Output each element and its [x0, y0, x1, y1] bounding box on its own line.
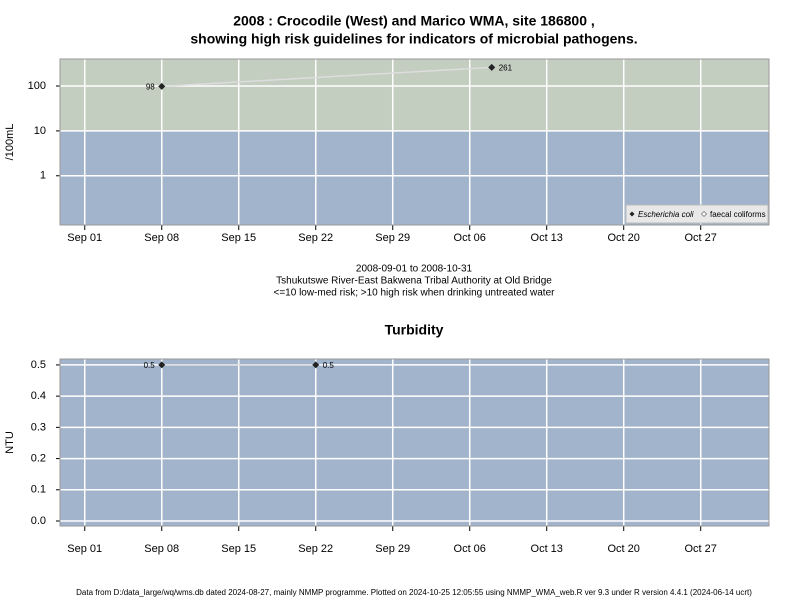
data-label: 98	[146, 83, 155, 92]
high-risk-band	[60, 59, 769, 131]
x-tick-label: Oct 20	[608, 543, 640, 555]
x-tick-label: Sep 15	[221, 232, 256, 244]
subtitle: <=10 low-med risk; >10 high risk when dr…	[274, 288, 556, 299]
x-tick-label: Oct 13	[531, 543, 563, 555]
chart-title: Turbidity	[385, 322, 444, 338]
legend-label: Escherichia coli	[638, 210, 694, 219]
x-tick-label: Oct 27	[685, 543, 717, 555]
x-tick-label: Sep 15	[221, 543, 256, 555]
x-tick-label: Sep 08	[144, 232, 179, 244]
legend-box	[625, 204, 769, 224]
data-label: 0.5	[323, 361, 335, 370]
y-tick-label: 0.3	[31, 421, 46, 433]
subtitle: 2008-09-01 to 2008-10-31	[356, 264, 473, 275]
data-point	[488, 63, 496, 71]
x-tick-label: Oct 13	[531, 232, 563, 244]
y-tick-label: 0.0	[31, 515, 46, 527]
x-tick-label: Sep 29	[375, 232, 410, 244]
x-tick-label: Oct 27	[685, 232, 717, 244]
y-tick-label: 10	[34, 125, 46, 137]
chart-title: 2008 : Crocodile (West) and Marico WMA, …	[233, 13, 595, 29]
x-tick-label: Sep 22	[298, 543, 333, 555]
footer: Data from D:/data_large/wq/wms.db dated …	[76, 588, 752, 597]
y-tick-label: 1	[40, 170, 46, 182]
y-tick-label: 0.2	[31, 452, 46, 464]
y-tick-label: 0.1	[31, 484, 46, 496]
plot-background	[60, 359, 769, 526]
legend-marker	[701, 211, 707, 217]
data-point	[158, 361, 166, 369]
x-tick-label: Sep 01	[67, 543, 102, 555]
y-tick-label: 0.4	[31, 390, 46, 402]
x-tick-label: Sep 22	[298, 232, 333, 244]
y-axis-label: /100mL	[4, 124, 16, 161]
y-tick-label: 100	[28, 80, 46, 92]
legend-marker	[629, 211, 635, 217]
y-axis-label: NTU	[4, 431, 16, 454]
plot-frame	[59, 358, 770, 527]
x-tick-label: Oct 20	[608, 232, 640, 244]
series-line	[161, 66, 492, 88]
y-tick-label: 0.5	[31, 359, 46, 371]
x-tick-label: Sep 01	[67, 232, 102, 244]
data-point	[312, 361, 320, 369]
x-tick-label: Sep 08	[144, 543, 179, 555]
legend-label: faecal coliforms	[710, 210, 766, 219]
x-tick-label: Sep 29	[375, 543, 410, 555]
subtitle: Tshukutswe River-East Bakwena Tribal Aut…	[276, 276, 552, 287]
x-tick-label: Oct 06	[454, 232, 486, 244]
data-point	[158, 82, 166, 90]
plot-frame	[59, 58, 770, 226]
data-label: 0.5	[144, 361, 156, 370]
chart-title: showing high risk guidelines for indicat…	[190, 31, 637, 47]
x-tick-label: Oct 06	[454, 543, 486, 555]
data-label: 261	[499, 63, 513, 72]
